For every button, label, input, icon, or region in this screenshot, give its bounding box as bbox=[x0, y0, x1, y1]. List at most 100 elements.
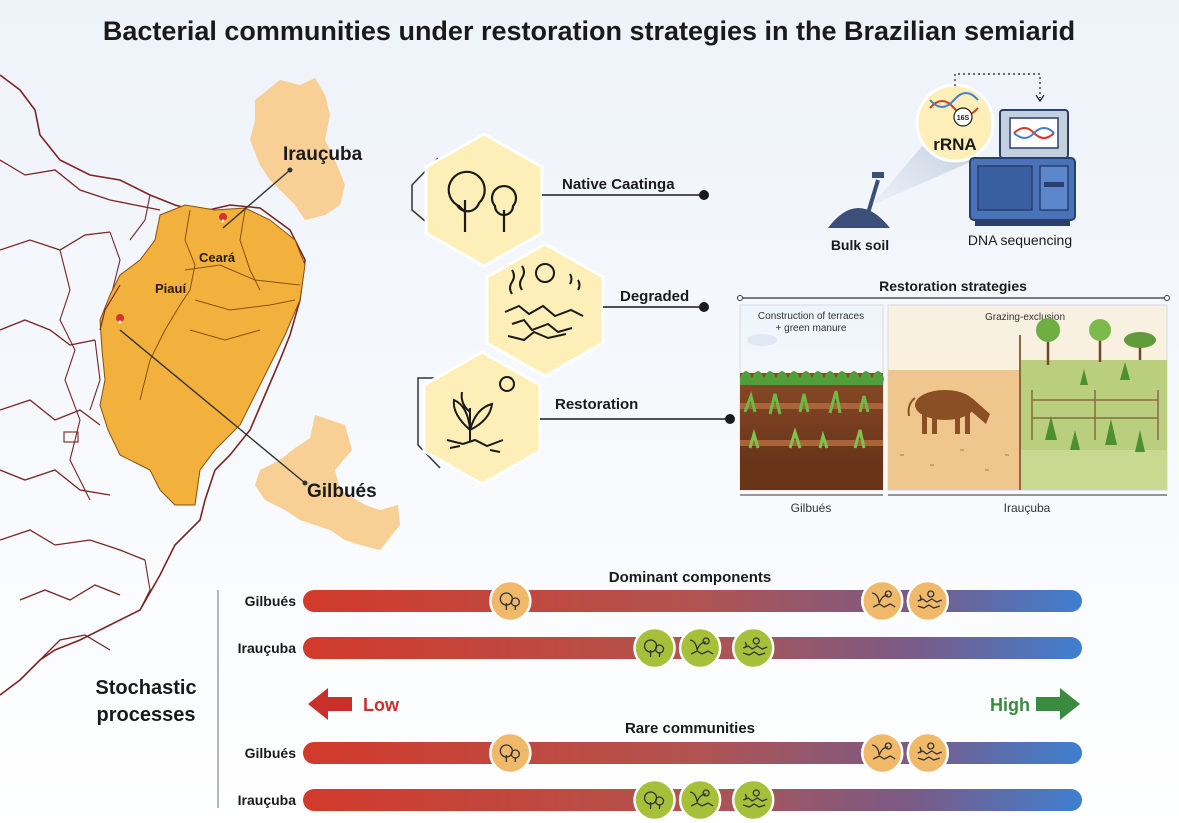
marker-degraded bbox=[731, 626, 775, 670]
ground-dots bbox=[900, 449, 1009, 471]
bulk-soil-label: Bulk soil bbox=[831, 237, 889, 253]
restoration-glyph-icon bbox=[872, 742, 896, 760]
marker-native-circle bbox=[633, 778, 676, 822]
degraded-glyph-icon bbox=[742, 789, 768, 808]
marker-restoration-circle bbox=[678, 778, 722, 822]
marker-degraded bbox=[906, 579, 950, 623]
marker-restoration bbox=[861, 579, 904, 623]
restoration-glyph-icon bbox=[872, 590, 896, 608]
marker-native bbox=[489, 579, 532, 623]
degraded-glyph-icon bbox=[742, 637, 768, 656]
stochastic-gradient-bar bbox=[303, 742, 1082, 764]
small-district-box bbox=[63, 431, 79, 443]
soil-base bbox=[740, 462, 883, 490]
gilbues-inset-shape bbox=[255, 415, 400, 550]
gilbues-connector-dot bbox=[302, 480, 308, 486]
rare-communities-title: Rare communities bbox=[625, 720, 755, 737]
native-glyph-icon bbox=[499, 592, 520, 610]
cracked-soil-icon bbox=[504, 263, 584, 342]
bracket-end-left bbox=[737, 295, 743, 301]
hex-degraded bbox=[485, 242, 605, 378]
trees-icon bbox=[447, 170, 518, 232]
restoration-glyph-icon bbox=[689, 789, 714, 807]
terrace-band-2 bbox=[740, 440, 883, 446]
high-arrow-icon bbox=[1036, 688, 1080, 720]
green-manure-bottom bbox=[748, 426, 866, 449]
marker-native-circle bbox=[633, 626, 676, 670]
gilbues-pin-icon bbox=[116, 314, 125, 331]
marker-restoration-circle bbox=[678, 626, 722, 670]
arrow-head bbox=[1035, 94, 1045, 103]
terraces-label-line2: + green manure bbox=[776, 323, 847, 334]
sprout-icon bbox=[446, 376, 515, 453]
gilbues-map-label: Gilbués bbox=[307, 481, 377, 502]
marker-restoration-circle bbox=[861, 731, 904, 775]
high-label: High bbox=[990, 695, 1030, 715]
stochastic-title-line1: Stochastic bbox=[95, 677, 196, 699]
west-border-line bbox=[99, 284, 121, 331]
native-glyph-icon bbox=[499, 744, 520, 762]
green-manure-mid bbox=[743, 390, 870, 415]
stochastic-row-site-label: Gilbués bbox=[245, 593, 297, 609]
degraded-ground bbox=[888, 370, 1020, 490]
terrace-band-1 bbox=[740, 403, 883, 409]
marker-native-circle bbox=[489, 579, 532, 623]
iraucuba-connector bbox=[222, 169, 291, 229]
hex-native-caatinga bbox=[424, 132, 544, 268]
iraucuba-inset-shape bbox=[250, 78, 345, 220]
fence-icon bbox=[1031, 390, 1159, 440]
green-manure-top bbox=[740, 371, 884, 385]
marker-native bbox=[489, 731, 532, 775]
brazil-map: Ceará Piauí Irauçuba Gilbués bbox=[0, 74, 400, 696]
dominant-components-title: Dominant components bbox=[609, 569, 772, 586]
stochastic-section: Stochastic processes Dominant components… bbox=[95, 569, 1082, 822]
restoration-glyph-icon bbox=[689, 637, 714, 655]
marker-label: rRNA bbox=[933, 135, 976, 154]
marker-native bbox=[633, 778, 676, 822]
stochastic-title-line2: processes bbox=[97, 704, 196, 726]
hex-bracket-bottom bbox=[417, 377, 445, 469]
restored-trees-icon bbox=[1036, 318, 1156, 365]
cloud-icon bbox=[747, 334, 777, 346]
stochastic-rows: Gilbués Irauçuba Gilbués Irauçuba bbox=[238, 579, 1082, 822]
marker-native bbox=[633, 626, 676, 670]
land-use-hexagons: Native Caatinga Degraded Restoration bbox=[411, 132, 735, 486]
restoration-connector-dot bbox=[725, 414, 735, 424]
sequencer-machine-icon bbox=[969, 109, 1076, 226]
marker-degraded bbox=[731, 778, 775, 822]
grazing-exclusion-label: Grazing-exclusion bbox=[985, 312, 1065, 323]
degraded-connector-dot bbox=[699, 302, 709, 312]
soil-mound-icon bbox=[828, 208, 890, 228]
shovel-icon bbox=[860, 172, 884, 228]
figure-title: Bacterial communities under restoration … bbox=[103, 16, 1075, 46]
degraded-glyph-icon bbox=[917, 742, 943, 761]
stochastic-gradient-bar bbox=[303, 590, 1082, 612]
degraded-glyph-icon bbox=[917, 590, 943, 609]
marker-restoration bbox=[678, 626, 722, 670]
bracket-end-right bbox=[1164, 295, 1170, 301]
low-arrow-icon bbox=[308, 688, 352, 720]
state-label-ceara: Ceará bbox=[199, 250, 236, 265]
native-connector-dot bbox=[699, 190, 709, 200]
gilbues-panel-label: Gilbués bbox=[791, 501, 832, 515]
sequencing-dotted-arrow bbox=[954, 73, 1041, 98]
gilbues-connector bbox=[119, 329, 306, 484]
restoration-strategies: Restoration strategies Construction of t… bbox=[737, 278, 1170, 515]
state-label-piaui: Piauí bbox=[155, 281, 186, 296]
native-glyph-icon bbox=[643, 791, 665, 809]
northeast-state-lines bbox=[139, 209, 301, 401]
native-label: Native Caatinga bbox=[562, 176, 675, 193]
restored-ground-strip bbox=[1020, 450, 1167, 490]
hex-restoration bbox=[422, 350, 542, 486]
marker-restoration bbox=[861, 731, 904, 775]
restoration-label: Restoration bbox=[555, 396, 638, 413]
dna-sequencing-label: DNA sequencing bbox=[968, 232, 1072, 248]
iraucuba-map-label: Irauçuba bbox=[283, 144, 363, 165]
stochastic-row-site-label: Irauçuba bbox=[238, 792, 297, 808]
native-glyph-icon bbox=[643, 639, 665, 657]
sequencing-section: Bulk soil 16S rRNA DNA sequencing bbox=[828, 73, 1076, 253]
marker-number: 16S bbox=[957, 115, 970, 122]
marker-restoration bbox=[678, 778, 722, 822]
iraucuba-pin-icon bbox=[219, 213, 228, 230]
